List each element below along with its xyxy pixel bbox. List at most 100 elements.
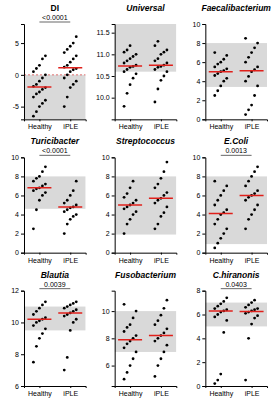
data-point [250, 323, 253, 326]
data-point [72, 58, 75, 61]
y-tick: 6 [106, 192, 115, 199]
x-tick-label: Healthy [209, 257, 233, 265]
x-tick-label: Healthy [28, 123, 52, 131]
data-point [247, 337, 250, 340]
data-point [247, 196, 250, 199]
x-tick-mark [130, 253, 131, 255]
y-tick-label: 10.0 [96, 94, 110, 101]
reference-band [205, 43, 267, 87]
data-point [244, 306, 247, 309]
y-tick-mark [112, 176, 115, 177]
y-tick-mark [21, 75, 24, 76]
x-axis-line [25, 387, 87, 389]
y-axis: 681012 [11, 287, 24, 389]
y-tick-label: 6 [196, 311, 200, 318]
data-point [132, 180, 135, 183]
panel-title: Universal [126, 3, 165, 13]
data-point [166, 327, 169, 330]
data-point [123, 70, 126, 73]
comparison-bracket [221, 155, 252, 156]
data-point [41, 194, 44, 197]
y-tick: 0 [15, 72, 24, 79]
y-tick: 0 [196, 116, 205, 123]
y-axis: 0246810 [193, 21, 206, 123]
data-point [63, 202, 66, 205]
median-line [149, 64, 173, 66]
data-point [157, 183, 160, 186]
y-tick-mark [202, 176, 205, 177]
x-tick: Healthy [28, 253, 52, 265]
x-axis-line [115, 253, 177, 255]
panel-title: Fusobacterium [115, 270, 176, 280]
data-point [216, 63, 219, 66]
data-point [135, 334, 138, 337]
plot-area [24, 165, 86, 235]
data-point [132, 55, 135, 58]
panel-title: E.Coli [224, 136, 249, 146]
data-point [166, 49, 169, 52]
p-value: 0.0013 [225, 147, 247, 154]
x-tick: iPLE [245, 253, 260, 264]
data-point [244, 199, 247, 202]
data-point [66, 356, 69, 359]
y-tick: 8 [196, 40, 205, 47]
y-tick: 11.0 [97, 51, 115, 58]
x-tick-mark [221, 119, 222, 121]
data-point [35, 67, 38, 70]
x-tick-mark [39, 386, 40, 388]
data-point [126, 223, 129, 226]
comparison-bracket [221, 288, 252, 289]
data-point [253, 46, 256, 49]
x-tick-label: iPLE [63, 257, 78, 264]
data-point [216, 72, 219, 75]
y-tick-mark [202, 119, 205, 120]
data-point [163, 194, 166, 197]
data-point [256, 165, 259, 168]
plot-area [24, 35, 86, 119]
y-axis-line [202, 158, 206, 253]
data-point [38, 91, 41, 94]
data-point [35, 345, 38, 348]
reference-band [24, 75, 86, 119]
data-point [123, 378, 126, 381]
data-point [38, 80, 41, 83]
y-tick-label: 0 [15, 249, 19, 256]
y-tick: 10 [11, 154, 24, 161]
data-point [69, 194, 72, 197]
data-point [216, 89, 219, 92]
data-point [213, 315, 216, 318]
median-line [209, 213, 233, 215]
y-tick-label: 2 [196, 230, 200, 237]
y-tick-mark [202, 195, 205, 196]
data-point [75, 318, 78, 321]
panel-title: Blautia [41, 270, 70, 280]
data-point [157, 88, 160, 91]
data-point [129, 323, 132, 326]
y-axis-line [21, 25, 25, 120]
data-point [213, 204, 216, 207]
x-tick-mark [221, 253, 222, 255]
panel-title: Turicibacter [31, 136, 80, 146]
x-axis: HealthyiPLE [206, 386, 268, 398]
figure: -505HealthyiPLEDI<0.000110.010.511.011.5… [0, 0, 272, 400]
data-point [163, 75, 166, 78]
plot-area [24, 300, 86, 371]
y-axis: 0246810 [11, 154, 24, 256]
y-tick-mark [202, 62, 205, 63]
data-point [216, 379, 219, 382]
panel: 0246810HealthyiPLEStreptococcus [102, 136, 177, 264]
comparison-bracket [39, 22, 70, 23]
data-point [253, 192, 256, 195]
data-point [213, 66, 216, 69]
x-tick: Healthy [119, 253, 143, 265]
data-point [69, 70, 72, 73]
y-tick-label: 10 [193, 154, 201, 161]
data-point [250, 213, 253, 216]
data-point [163, 51, 166, 54]
data-point [219, 61, 222, 64]
data-point [44, 73, 47, 76]
y-axis: 02468 [196, 287, 205, 389]
y-tick: 10 [11, 319, 24, 326]
data-point [129, 44, 132, 47]
y-tick-label: 0 [196, 116, 200, 123]
